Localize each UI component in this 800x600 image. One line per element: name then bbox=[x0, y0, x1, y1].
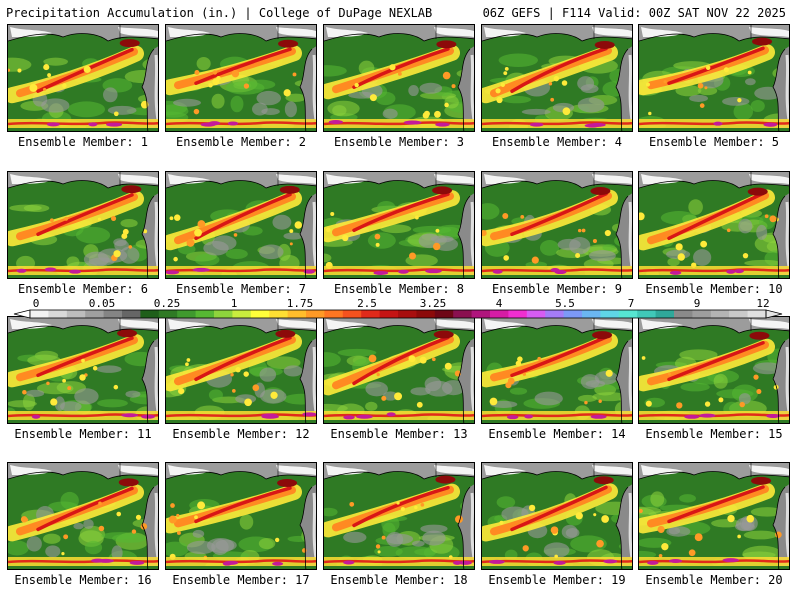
colorbar-swatch bbox=[195, 310, 215, 318]
ensemble-member-label: Ensemble Member: 4 bbox=[491, 135, 623, 149]
map-title: Precipitation Accumulation (in.) | Colle… bbox=[6, 6, 433, 20]
ensemble-member-map bbox=[323, 24, 475, 132]
ensemble-member-map bbox=[165, 316, 317, 424]
colorbar-tick-label: 0 bbox=[33, 297, 40, 310]
colorbar-swatch bbox=[453, 310, 473, 318]
colorbar-swatch bbox=[526, 310, 546, 318]
ensemble-member-label: Ensemble Member: 14 bbox=[488, 427, 626, 441]
ensemble-member-label: Ensemble Member: 19 bbox=[488, 573, 626, 587]
ensemble-member-label: Ensemble Member: 2 bbox=[175, 135, 307, 149]
ensemble-member-label: Ensemble Member: 11 bbox=[14, 427, 152, 441]
ensemble-member-label: Ensemble Member: 9 bbox=[491, 282, 623, 296]
ensemble-member-label: Ensemble Member: 18 bbox=[330, 573, 468, 587]
ensemble-member-label: Ensemble Member: 5 bbox=[648, 135, 780, 149]
ensemble-member-label: Ensemble Member: 8 bbox=[333, 282, 465, 296]
colorbar-frame bbox=[29, 309, 767, 319]
colorbar-swatch bbox=[158, 310, 178, 318]
ensemble-member-map bbox=[323, 316, 475, 424]
colorbar-swatch bbox=[563, 310, 583, 318]
colorbar-swatch bbox=[122, 310, 141, 318]
colorbar-swatch bbox=[747, 310, 767, 318]
colorbar-tick-label: 3.25 bbox=[420, 297, 447, 310]
colorbar-swatch bbox=[30, 310, 49, 318]
ensemble-member-label: Ensemble Member: 17 bbox=[172, 573, 310, 587]
colorbar-swatch bbox=[232, 310, 252, 318]
ensemble-member-map bbox=[7, 24, 159, 132]
ensemble-member-label: Ensemble Member: 10 bbox=[645, 282, 783, 296]
colorbar-swatch bbox=[600, 310, 620, 318]
colorbar-swatch bbox=[214, 310, 233, 318]
colorbar-swatch bbox=[655, 310, 675, 318]
colorbar-swatch bbox=[306, 310, 325, 318]
colorbar-swatch bbox=[324, 310, 344, 318]
colorbar-swatch bbox=[692, 310, 712, 318]
ensemble-member-label: Ensemble Member: 13 bbox=[330, 427, 468, 441]
colorbar-swatch bbox=[582, 310, 601, 318]
ensemble-member-map bbox=[481, 462, 633, 570]
ensemble-member-map bbox=[481, 316, 633, 424]
colorbar-tick-label: 0.05 bbox=[89, 297, 116, 310]
ensemble-member-map bbox=[481, 171, 633, 279]
ensemble-member-label: Ensemble Member: 7 bbox=[175, 282, 307, 296]
colorbar-swatch bbox=[140, 310, 160, 318]
ensemble-member-map bbox=[165, 171, 317, 279]
colorbar-swatch bbox=[177, 310, 197, 318]
ensemble-member-map bbox=[481, 24, 633, 132]
colorbar-swatch bbox=[287, 310, 307, 318]
ensemble-member-label: Ensemble Member: 15 bbox=[645, 427, 783, 441]
ensemble-member-map bbox=[7, 316, 159, 424]
colorbar-tick-label: 9 bbox=[694, 297, 701, 310]
ensemble-member-label: Ensemble Member: 1 bbox=[17, 135, 149, 149]
ensemble-member-map bbox=[165, 24, 317, 132]
colorbar-swatch bbox=[471, 310, 491, 318]
colorbar-tick-label: 4 bbox=[496, 297, 503, 310]
ensemble-member-map bbox=[7, 171, 159, 279]
colorbar-swatch bbox=[398, 310, 417, 318]
colorbar-tick-label: 0.25 bbox=[154, 297, 181, 310]
ensemble-member-label: Ensemble Member: 6 bbox=[17, 282, 149, 296]
colorbar-right-arrow bbox=[765, 309, 783, 319]
colorbar-swatch bbox=[66, 310, 86, 318]
ensemble-member-map bbox=[165, 462, 317, 570]
colorbar-swatch bbox=[85, 310, 105, 318]
model-run-info: 06Z GEFS | F114 Valid: 00Z SAT NOV 22 20… bbox=[482, 6, 786, 20]
colorbar-swatch bbox=[416, 310, 436, 318]
ensemble-member-map bbox=[638, 462, 790, 570]
colorbar-tick-label: 1 bbox=[231, 297, 238, 310]
colorbar-tick-label: 5.5 bbox=[555, 297, 575, 310]
ensemble-member-label: Ensemble Member: 20 bbox=[645, 573, 783, 587]
ensemble-member-map bbox=[7, 462, 159, 570]
colorbar-left-arrow bbox=[13, 309, 31, 319]
colorbar-swatch bbox=[637, 310, 657, 318]
ensemble-member-map bbox=[323, 171, 475, 279]
colorbar-tick-label: 12 bbox=[756, 297, 769, 310]
ensemble-member-map bbox=[638, 316, 790, 424]
colorbar-swatch bbox=[434, 310, 454, 318]
colorbar-swatch bbox=[618, 310, 638, 318]
colorbar-swatch bbox=[269, 310, 289, 318]
colorbar-swatch bbox=[710, 310, 730, 318]
colorbar-swatch bbox=[508, 310, 528, 318]
colorbar-swatch bbox=[250, 310, 270, 318]
ensemble-member-label: Ensemble Member: 16 bbox=[14, 573, 152, 587]
ensemble-member-map bbox=[638, 171, 790, 279]
colorbar-swatch bbox=[342, 310, 362, 318]
colorbar-tick-label: 1.75 bbox=[287, 297, 314, 310]
ensemble-member-label: Ensemble Member: 3 bbox=[333, 135, 465, 149]
colorbar-swatch bbox=[379, 310, 399, 318]
colorbar-swatch bbox=[729, 310, 749, 318]
ensemble-member-map bbox=[323, 462, 475, 570]
colorbar-tick-label: 2.5 bbox=[357, 297, 377, 310]
colorbar-tick-label: 7 bbox=[628, 297, 635, 310]
colorbar-swatch bbox=[490, 310, 509, 318]
ensemble-member-map bbox=[638, 24, 790, 132]
ensemble-member-label: Ensemble Member: 12 bbox=[172, 427, 310, 441]
colorbar-swatch bbox=[103, 310, 123, 318]
colorbar-swatch bbox=[48, 310, 68, 318]
colorbar-swatch bbox=[361, 310, 381, 318]
colorbar-swatch bbox=[545, 310, 565, 318]
colorbar-swatch bbox=[674, 310, 693, 318]
precipitation-colorbar: 0 0.05 0.25 1 1.75 2.5 3.25 4 5.5 7 9 12 bbox=[13, 297, 783, 319]
